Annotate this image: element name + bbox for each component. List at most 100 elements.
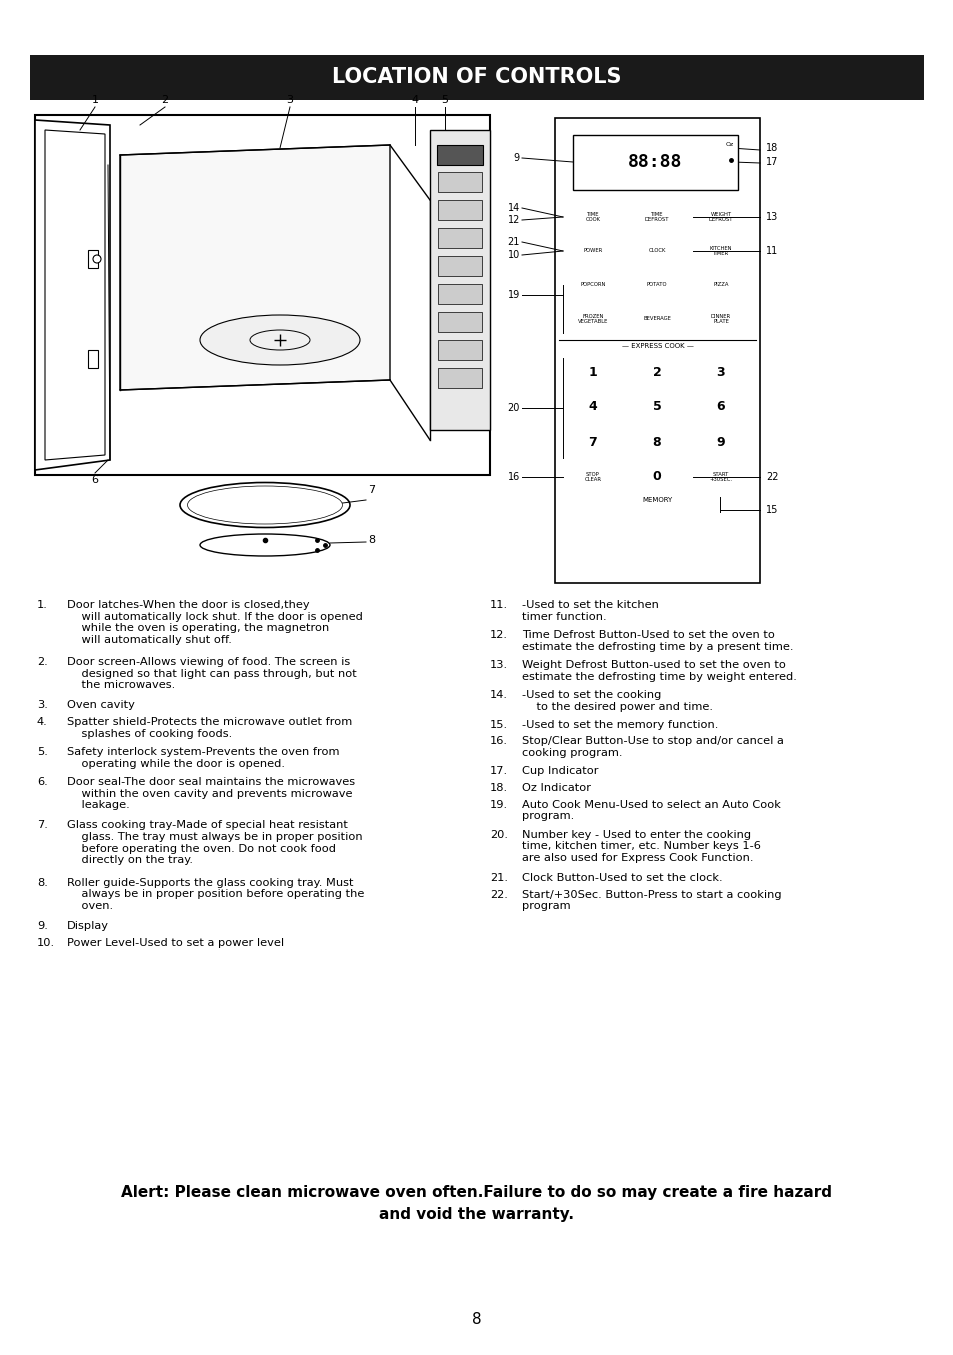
Text: 00:00: 00:00 — [450, 150, 469, 154]
Text: Cup Indicator: Cup Indicator — [521, 767, 598, 776]
Text: Weight Defrost Button-used to set the oven to
estimate the defrosting time by we: Weight Defrost Button-used to set the ov… — [521, 660, 796, 682]
Text: Safety interlock system-Prevents the oven from
    operating while the door is o: Safety interlock system-Prevents the ove… — [67, 747, 339, 768]
FancyBboxPatch shape — [687, 390, 753, 424]
Text: -Used to set the kitchen
timer function.: -Used to set the kitchen timer function. — [521, 600, 659, 622]
Bar — [437, 201, 481, 220]
Text: FROZEN
VEGETABLE: FROZEN VEGETABLE — [578, 313, 608, 324]
Bar — [430, 130, 490, 430]
Text: DINNER
PLATE: DINNER PLATE — [710, 313, 730, 324]
Bar — [30, 56, 923, 100]
FancyBboxPatch shape — [687, 459, 753, 495]
Bar — [555, 118, 760, 583]
Text: and void the warranty.: and void the warranty. — [379, 1207, 574, 1222]
FancyBboxPatch shape — [560, 304, 624, 333]
FancyBboxPatch shape — [687, 355, 753, 389]
Bar — [437, 312, 481, 332]
Text: 14.: 14. — [490, 690, 507, 701]
Bar — [573, 136, 738, 190]
Text: 22: 22 — [765, 472, 778, 482]
Text: 15: 15 — [765, 505, 778, 515]
Text: 18.: 18. — [490, 783, 508, 793]
Text: 8.: 8. — [37, 878, 48, 888]
FancyBboxPatch shape — [623, 459, 689, 495]
Text: 6.: 6. — [37, 776, 48, 787]
Text: 9: 9 — [716, 435, 724, 449]
Text: Power Level-Used to set a power level: Power Level-Used to set a power level — [67, 938, 284, 947]
Text: Stop/Clear Button-Use to stop and/or cancel a
cooking program.: Stop/Clear Button-Use to stop and/or can… — [521, 737, 783, 757]
Text: TIME
DEFROST: TIME DEFROST — [644, 211, 669, 222]
Text: 16: 16 — [507, 472, 519, 482]
Text: 8: 8 — [368, 535, 375, 545]
Text: 9.: 9. — [37, 921, 48, 931]
Text: Roller guide-Supports the glass cooking tray. Must
    always be in proper posit: Roller guide-Supports the glass cooking … — [67, 878, 364, 911]
Text: 16.: 16. — [490, 737, 507, 747]
Ellipse shape — [180, 482, 350, 527]
Text: LOCATION OF CONTROLS: LOCATION OF CONTROLS — [332, 66, 621, 87]
Text: Display: Display — [67, 921, 109, 931]
FancyBboxPatch shape — [624, 202, 688, 232]
Text: 4: 4 — [588, 401, 597, 413]
Text: 21.: 21. — [490, 873, 507, 883]
Text: 7.: 7. — [37, 821, 48, 831]
FancyBboxPatch shape — [623, 390, 689, 424]
Text: Start/+30Sec. Button-Press to start a cooking
program: Start/+30Sec. Button-Press to start a co… — [521, 889, 781, 911]
FancyBboxPatch shape — [623, 425, 689, 459]
FancyBboxPatch shape — [560, 202, 624, 232]
Text: 11: 11 — [765, 247, 778, 256]
Ellipse shape — [200, 534, 330, 556]
Text: TIME
COOK: TIME COOK — [585, 211, 599, 222]
FancyBboxPatch shape — [559, 459, 625, 495]
FancyBboxPatch shape — [688, 304, 752, 333]
Text: 12.: 12. — [490, 630, 507, 640]
FancyBboxPatch shape — [688, 236, 752, 266]
Text: 19: 19 — [507, 290, 519, 299]
Text: Alert: Please clean microwave oven often.Failure to do so may create a fire haza: Alert: Please clean microwave oven often… — [121, 1186, 832, 1201]
Text: 5.: 5. — [37, 747, 48, 757]
Text: 3.: 3. — [37, 701, 48, 710]
Text: 15.: 15. — [490, 720, 508, 730]
Text: 3: 3 — [286, 95, 294, 104]
Text: 21: 21 — [507, 237, 519, 247]
Text: 18: 18 — [765, 144, 778, 153]
Text: Glass cooking tray-Made of special heat resistant
    glass. The tray must alway: Glass cooking tray-Made of special heat … — [67, 821, 362, 866]
Bar — [437, 340, 481, 360]
FancyBboxPatch shape — [560, 236, 624, 266]
Text: 22.: 22. — [490, 889, 507, 900]
Text: POPCORN: POPCORN — [579, 282, 605, 287]
Text: MEMORY: MEMORY — [641, 497, 672, 503]
FancyBboxPatch shape — [560, 270, 624, 299]
Text: PIZZA: PIZZA — [713, 282, 728, 287]
FancyBboxPatch shape — [559, 355, 625, 389]
Ellipse shape — [200, 314, 359, 364]
Bar — [437, 172, 481, 192]
Text: -Used to set the memory function.: -Used to set the memory function. — [521, 720, 718, 730]
Text: 14: 14 — [507, 203, 519, 213]
Ellipse shape — [188, 486, 342, 524]
Text: 5: 5 — [441, 95, 448, 104]
Text: Oz Indicator: Oz Indicator — [521, 783, 590, 793]
Text: 5: 5 — [652, 401, 660, 413]
Bar — [437, 228, 481, 248]
Text: 10: 10 — [507, 251, 519, 260]
Text: POWER: POWER — [583, 248, 602, 253]
Text: 19.: 19. — [490, 799, 508, 809]
Text: 4.: 4. — [37, 717, 48, 728]
Text: Door latches-When the door is closed,they
    will automatically lock shut. If t: Door latches-When the door is closed,the… — [67, 600, 362, 645]
Circle shape — [92, 255, 101, 263]
Text: POTATO: POTATO — [646, 282, 666, 287]
Text: 8: 8 — [652, 435, 660, 449]
FancyBboxPatch shape — [687, 425, 753, 459]
FancyBboxPatch shape — [624, 270, 688, 299]
FancyBboxPatch shape — [624, 304, 688, 333]
Text: 17.: 17. — [490, 767, 508, 776]
Bar — [88, 251, 98, 268]
Text: 13: 13 — [765, 211, 778, 222]
Text: Door seal-The door seal maintains the microwaves
    within the oven cavity and : Door seal-The door seal maintains the mi… — [67, 776, 355, 810]
Polygon shape — [35, 121, 110, 470]
Text: Auto Cook Menu-Used to select an Auto Cook
program.: Auto Cook Menu-Used to select an Auto Co… — [521, 799, 781, 821]
Text: 1: 1 — [91, 95, 98, 104]
Text: 6: 6 — [716, 401, 724, 413]
Text: 7: 7 — [588, 435, 597, 449]
Text: KITCHEN
TIMER: KITCHEN TIMER — [709, 245, 732, 256]
Bar — [437, 285, 481, 304]
